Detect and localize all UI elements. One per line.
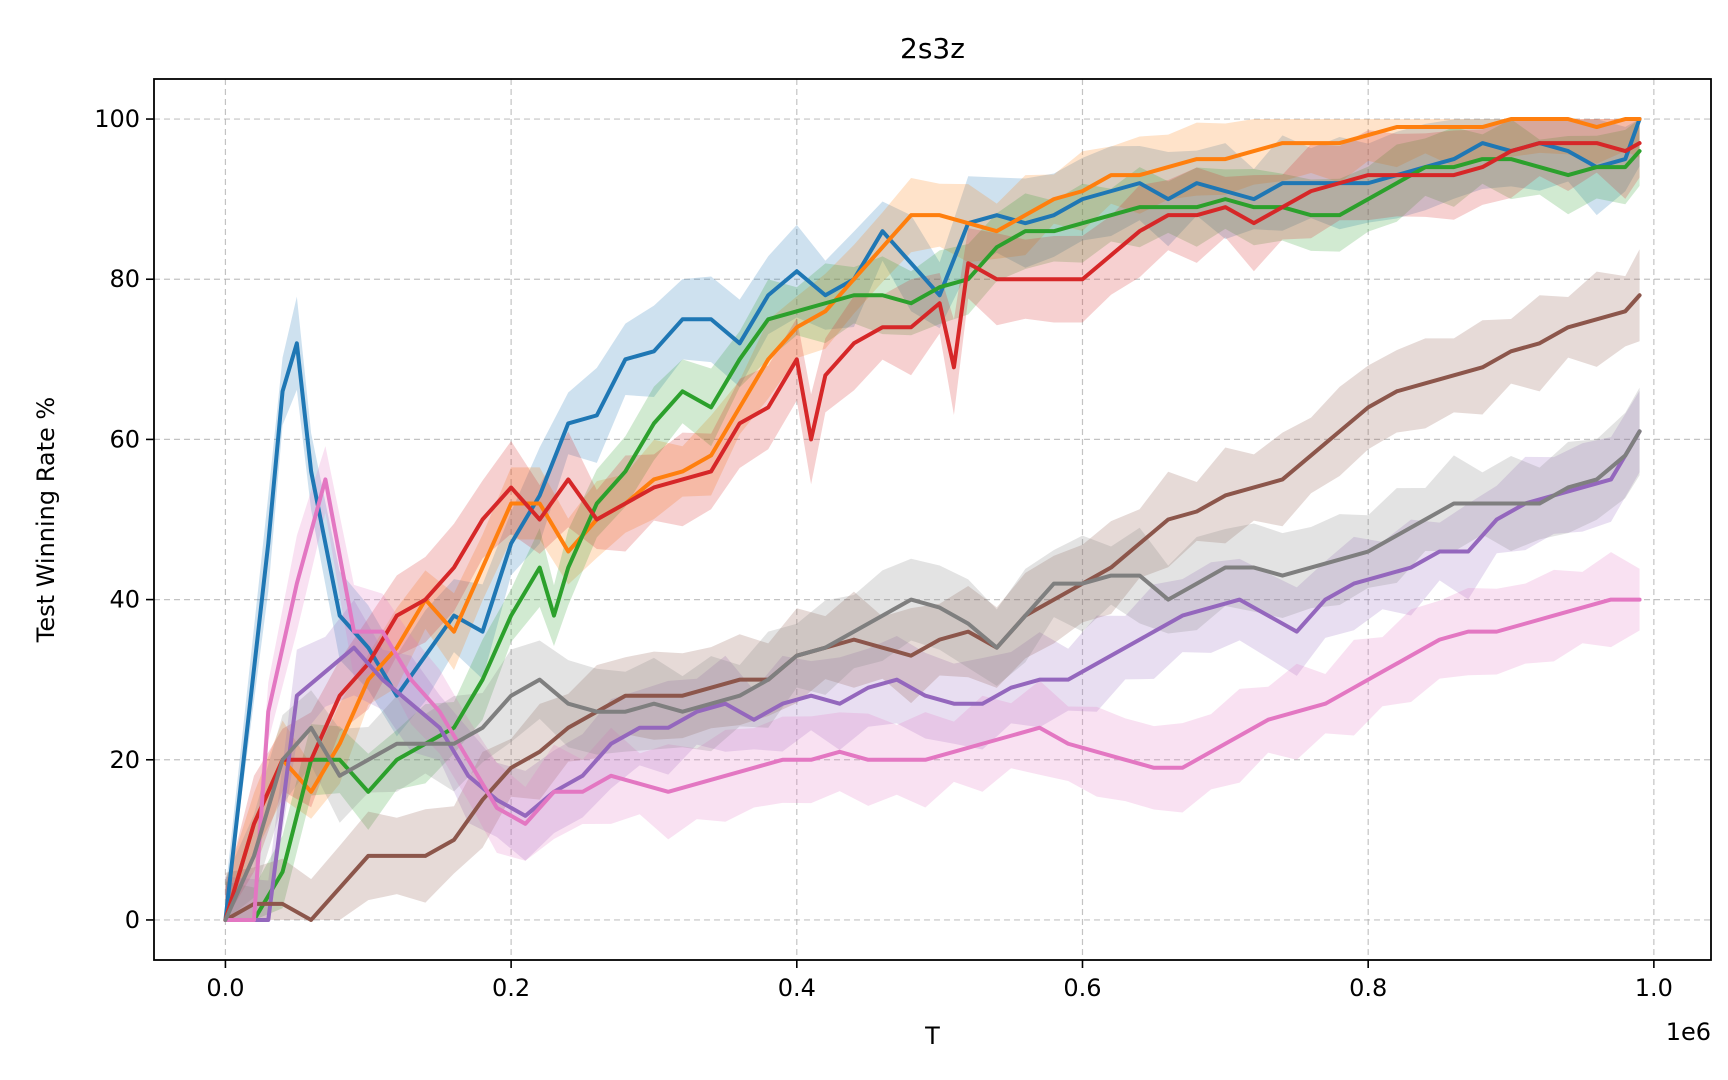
y-tick-label: 20 — [109, 746, 140, 774]
series-2-band — [225, 119, 1640, 920]
x-tick-label: 0.0 — [206, 974, 244, 1002]
y-tick-label: 60 — [109, 425, 140, 453]
series-7-line — [223, 477, 1642, 922]
x-tick-label: 0.6 — [1063, 974, 1101, 1002]
series-8-line — [223, 429, 1642, 922]
y-axis-title: Test Winning Rate % — [32, 397, 60, 643]
series-1-line — [223, 117, 1642, 922]
series-4-band — [225, 119, 1640, 920]
plot-frame — [153, 78, 1712, 961]
series-1-band — [225, 119, 1640, 920]
series-3-band — [225, 119, 1640, 920]
series-6-line — [223, 293, 1642, 922]
series-2-line — [223, 117, 1642, 922]
x-axis-title: T — [924, 1022, 940, 1050]
grid-lines — [154, 79, 1711, 960]
x-tick-label: 1.0 — [1635, 974, 1673, 1002]
x-tick-label: 0.4 — [778, 974, 816, 1002]
chart-title: 2s3z — [900, 32, 965, 65]
axis-ticks: 0.0 0.2 0.4 0.6 0.8 1.0 0 20 40 60 80 100 — [94, 105, 1673, 1002]
y-tick-label: 40 — [109, 586, 140, 614]
x-axis-offset-label: 1e6 — [1666, 1018, 1711, 1046]
x-tick-label: 0.2 — [492, 974, 530, 1002]
series-4-line — [223, 141, 1642, 922]
series-6-band — [225, 249, 1640, 920]
confidence-bands — [225, 119, 1640, 920]
series-7-band — [225, 446, 1640, 920]
y-tick-label: 0 — [125, 906, 140, 934]
x-tick-label: 0.8 — [1349, 974, 1387, 1002]
y-tick-label: 100 — [94, 105, 140, 133]
y-tick-label: 80 — [109, 265, 140, 293]
series-lines — [223, 117, 1642, 922]
series-5-band — [225, 390, 1640, 920]
series-5-line — [223, 429, 1642, 922]
